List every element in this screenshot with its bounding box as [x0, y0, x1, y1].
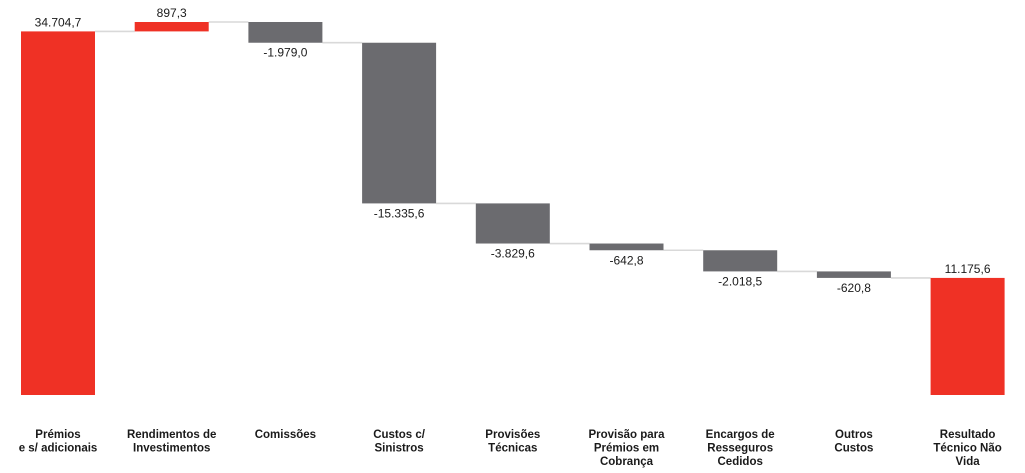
value-label-5: -642,8 — [609, 253, 643, 267]
category-label-2: Comissões — [255, 429, 316, 441]
value-label-8: 11.175,6 — [945, 262, 991, 276]
value-labels: 34.704,7 897,3 -1.979,0 -15.335,6 -3.829,6 -6… — [35, 6, 991, 295]
bars — [21, 22, 1005, 395]
bar-0 — [21, 31, 95, 395]
bar-2 — [248, 22, 323, 43]
bar-1 — [134, 22, 209, 32]
bar-8 — [930, 277, 1005, 395]
category-label-1: Rendimentos de Investimentos — [127, 429, 216, 455]
value-label-6: -2.018,5 — [718, 274, 762, 288]
bar-3 — [362, 42, 437, 204]
category-label-8: Resultado Técnico Não Vida — [933, 429, 1001, 468]
bar-5 — [589, 243, 664, 251]
category-label-6: Encargos de Resseguros Cedidos — [706, 429, 775, 468]
value-label-2: -1.979,0 — [263, 46, 307, 60]
value-label-3: -15.335,6 — [374, 206, 425, 220]
value-label-7: -620,8 — [837, 281, 871, 295]
connector-lines — [95, 21, 931, 279]
bar-4 — [475, 203, 550, 244]
category-label-4: Provisões Técnicas — [485, 429, 540, 455]
category-labels: Prémios e s/ adicionais Rendimentos de Inve… — [19, 429, 1002, 468]
value-label-4: -3.829,6 — [491, 247, 535, 261]
category-label-0: Prémios e s/ adicionais — [19, 429, 98, 455]
category-label-5: Provisão para Prémios em Cobrança — [588, 429, 665, 468]
category-label-3: Custos c/Sinistros — [373, 429, 426, 455]
bar-6 — [703, 250, 778, 272]
value-label-0: 34.704,7 — [35, 15, 82, 29]
category-label-7: Outros Custos — [834, 429, 873, 455]
value-label-1: 897,3 — [157, 6, 187, 20]
bar-7 — [816, 271, 891, 278]
